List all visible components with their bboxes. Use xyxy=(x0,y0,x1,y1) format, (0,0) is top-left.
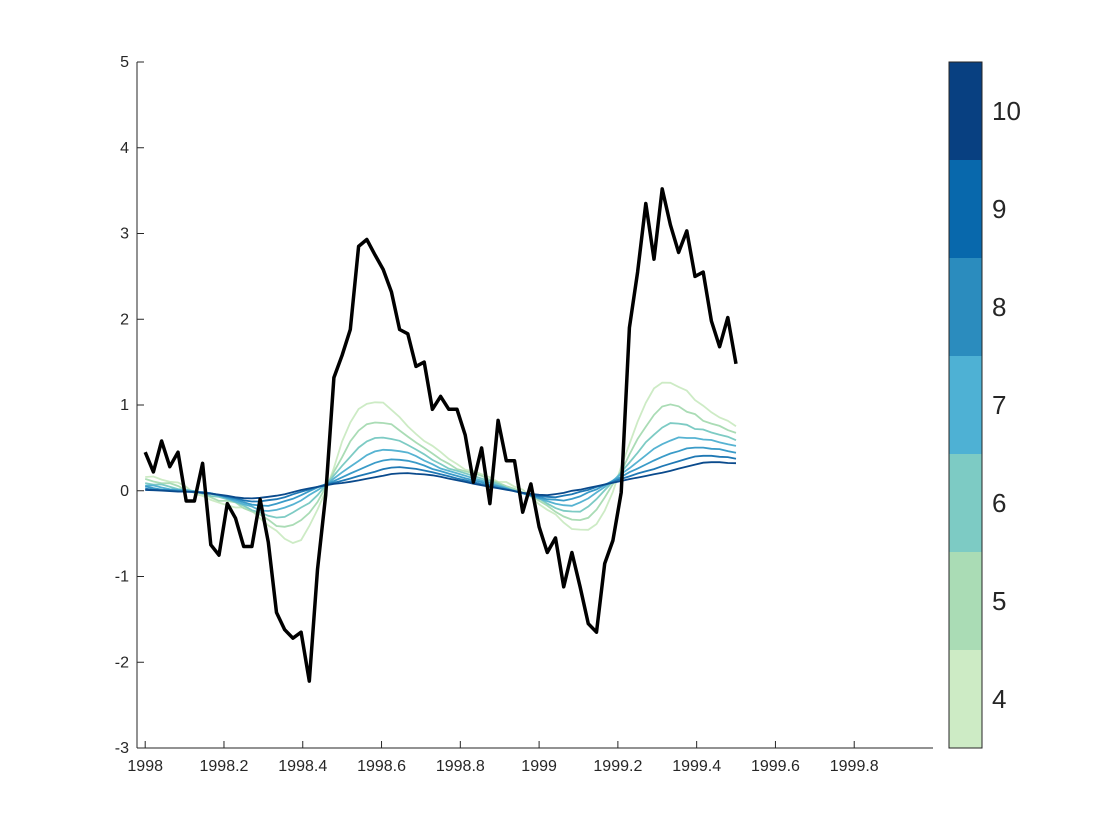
colorbar-frame xyxy=(948,61,983,749)
colorbar-swatch-10 xyxy=(949,62,982,160)
colorbar-label: 4 xyxy=(992,684,1006,714)
colorbar-swatch-8 xyxy=(949,258,982,356)
y-tick-label: 0 xyxy=(120,483,129,500)
series-line-7 xyxy=(145,436,737,512)
y-tick-label: 2 xyxy=(120,311,129,328)
x-tick-label: 1999.8 xyxy=(830,758,879,775)
main-series-layer xyxy=(143,187,738,683)
colorbar-label: 5 xyxy=(992,586,1006,616)
series-line-6 xyxy=(145,422,737,519)
y-ticks: -3 -2 -1 0 1 2 3 4 5 xyxy=(115,54,144,757)
colorbar-label: 7 xyxy=(992,390,1006,420)
colorbar-swatch-9 xyxy=(949,160,982,258)
colorbar-label: 9 xyxy=(992,194,1006,224)
main-series-line xyxy=(143,187,738,683)
plot-area: -3 -2 -1 0 1 2 3 4 5 1998 1998.2 1998.4 1998.6 1998.… xyxy=(115,54,933,775)
x-tick-label: 1998.4 xyxy=(278,758,327,775)
colorbar-swatch-7 xyxy=(949,356,982,454)
x-tick-label: 1998.8 xyxy=(436,758,485,775)
y-tick-label: -1 xyxy=(115,569,129,586)
series-line-10 xyxy=(145,461,737,500)
colorbar: 4 5 6 7 8 9 10 xyxy=(948,61,1021,749)
x-tick-label: 1999.6 xyxy=(751,758,800,775)
y-tick-label: 1 xyxy=(120,397,129,414)
colorbar-swatch-5 xyxy=(949,552,982,650)
x-tick-label: 1998.6 xyxy=(357,758,406,775)
series-line-9 xyxy=(145,454,737,503)
colorbar-label: 8 xyxy=(992,292,1006,322)
series-line-8 xyxy=(145,446,737,507)
y-tick-label: 5 xyxy=(120,54,129,71)
x-tick-label: 1999.2 xyxy=(593,758,642,775)
y-tick-label: 3 xyxy=(120,226,129,243)
x-tick-label: 1999 xyxy=(521,758,557,775)
y-tick-label: 4 xyxy=(120,140,129,157)
series-layer xyxy=(144,381,737,544)
x-ticks: 1998 1998.2 1998.4 1998.6 1998.8 1999 1999.2 19… xyxy=(127,741,879,775)
colorbar-label: 10 xyxy=(992,96,1021,126)
colorbar-swatch-6 xyxy=(949,454,982,552)
series-line-5 xyxy=(144,403,737,528)
y-tick-label: -2 xyxy=(115,654,129,671)
colorbar-swatch-4 xyxy=(949,650,982,748)
x-tick-label: 1999.4 xyxy=(672,758,721,775)
y-tick-label: -3 xyxy=(115,740,129,757)
colorbar-label: 6 xyxy=(992,488,1006,518)
x-tick-label: 1998 xyxy=(127,758,163,775)
x-tick-label: 1998.2 xyxy=(200,758,249,775)
